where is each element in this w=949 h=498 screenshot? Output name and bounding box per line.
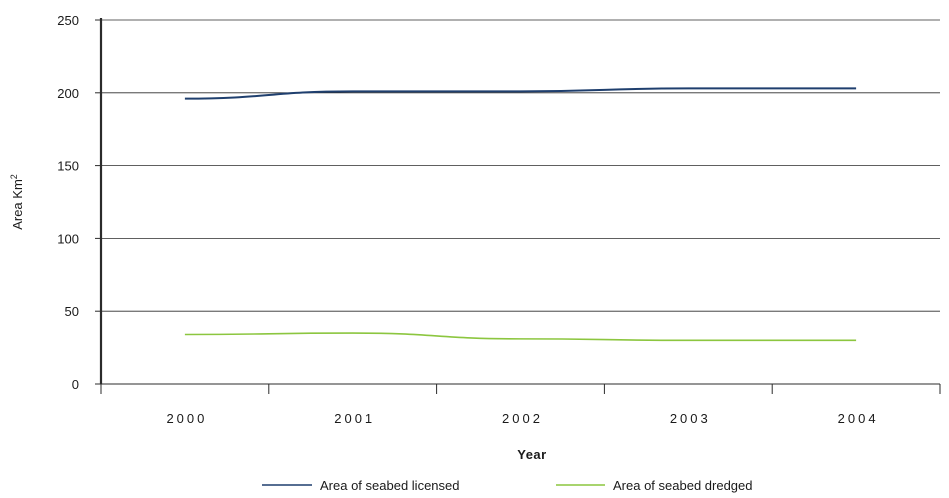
gridlines	[101, 19, 940, 312]
y-tick-label: 150	[57, 159, 79, 174]
legend-item-licensed: Area of seabed licensed	[262, 478, 459, 493]
x-tick-label-2001: 2001	[334, 411, 375, 426]
legend-item-dredged: Area of seabed dredged	[556, 478, 753, 493]
y-tick-label: 250	[57, 13, 79, 28]
y-tick-label: 100	[57, 231, 79, 246]
legend: Area of seabed licensed Area of seabed dr…	[262, 478, 753, 493]
legend-label: Area of seabed dredged	[613, 478, 753, 493]
x-tick-label-2000: 2000	[166, 411, 207, 426]
y-axis-title-text: Area Km	[10, 179, 25, 230]
y-axis-title-superscript: 2	[9, 174, 19, 179]
axes	[95, 18, 941, 394]
x-tick-label-2004: 2004	[838, 411, 879, 426]
x-tick-label-2002: 2002	[502, 411, 543, 426]
y-axis-title: Area Km2	[9, 174, 25, 230]
series-lines	[184, 87, 857, 342]
legend-label: Area of seabed licensed	[320, 478, 459, 493]
tick-labels: 0 50 100 150 200 250 2000 2001 2002 2003 2004	[57, 13, 879, 426]
y-tick-label: 0	[72, 377, 79, 392]
x-tick-label-2003: 2003	[670, 411, 711, 426]
y-tick-label: 50	[65, 304, 79, 319]
series-line-licensed	[184, 87, 857, 100]
x-axis-title: Year	[517, 447, 546, 462]
series-line-dredged	[184, 332, 857, 342]
y-tick-label: 200	[57, 86, 79, 101]
